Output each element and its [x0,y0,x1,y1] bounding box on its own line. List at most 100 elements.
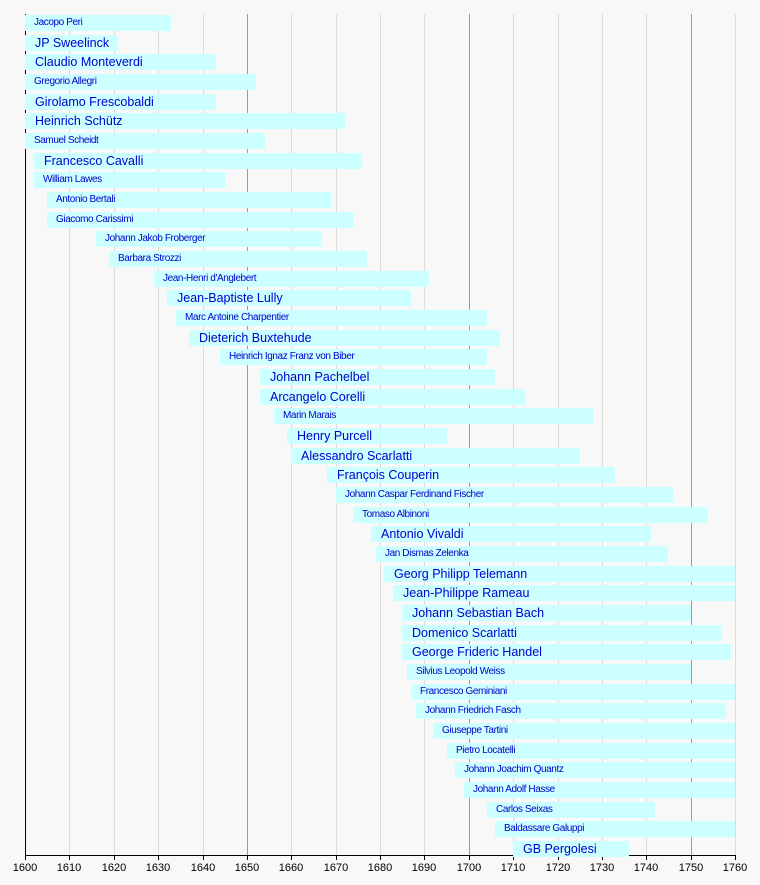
composer-bar: Johann Joachim Quantz [455,762,735,778]
composer-name: Giacomo Carissimi [56,214,134,225]
composer-bar: Johann Friedrich Fasch [416,703,726,719]
composer-name: Claudio Monteverdi [35,55,143,69]
composer-name: Jean-Henri d'Anglebert [163,273,257,284]
composer-bar: Giacomo Carissimi [47,212,353,228]
tick-mark [336,855,337,860]
composer-bar: Carlos Seixas [487,802,655,818]
gridline-1710 [513,14,514,856]
composer-bar: George Frideric Handel [402,644,731,660]
composer-bar: Jean-Henri d'Anglebert [154,271,429,287]
composer-name: Jan Dismas Zelenka [385,548,469,559]
composer-name: Pietro Locatelli [456,745,516,756]
tick-label: 1680 [367,862,393,874]
composer-name: Johann Caspar Ferdinand Fischer [345,489,484,500]
tick-label: 1740 [633,862,659,874]
tick-label: 1660 [278,862,304,874]
composer-bar: Gregorio Allegri [25,74,256,90]
composer-name: George Frideric Handel [412,645,542,659]
composer-name: Johann Jakob Froberger [105,233,206,244]
composer-bar: Antonio Bertali [47,192,331,208]
composer-name: Johann Friedrich Fasch [425,705,521,716]
composer-bar: Tomaso Albinoni [353,507,708,523]
tick-mark [558,855,559,860]
composer-name: Alessandro Scarlatti [301,449,413,463]
composer-bar: Heinrich Schütz [25,113,345,129]
composer-bar: Samuel Scheidt [25,133,265,149]
composer-name: Dieterich Buxtehude [199,331,312,345]
tick-label: 1620 [101,862,127,874]
composer-name: Arcangelo Corelli [270,390,366,404]
tick-mark [469,855,470,860]
composer-bar: Alessandro Scarlatti [291,448,580,464]
tick-label: 1640 [190,862,216,874]
composer-bar: Silvius Leopold Weiss [407,664,691,680]
composer-name: Gregorio Allegri [34,76,97,87]
composer-bar: Jean-Baptiste Lully [167,290,411,306]
composer-bar: Johann Caspar Ferdinand Fischer [336,487,673,503]
composer-name: GB Pergolesi [523,842,597,856]
composer-name: Johann Adolf Hasse [473,784,555,795]
tick-label: 1600 [12,862,38,874]
composer-bar: Domenico Scarlatti [402,625,722,641]
composer-bar: William Lawes [34,172,225,188]
composer-name: Girolamo Frescobaldi [35,95,154,109]
composer-bar: Francesco Cavalli [34,153,362,169]
composer-name: Johann Joachim Quantz [464,764,564,775]
gridline-1610 [69,14,70,856]
composer-name: Domenico Scarlatti [412,626,517,640]
tick-mark [691,855,692,860]
tick-mark [646,855,647,860]
composer-bar: Johann Sebastian Bach [402,605,691,621]
composer-name: Georg Philipp Telemann [394,567,528,581]
composer-name: Antonio Bertali [56,194,116,205]
tick-label: 1720 [545,862,571,874]
composer-bar: Pietro Locatelli [447,743,735,759]
composer-bar: Giuseppe Tartini [433,723,735,739]
tick-mark [203,855,204,860]
composer-bar: Francesco Geminiani [411,684,735,700]
tick-mark [513,855,514,860]
composer-name: Jean-Baptiste Lully [177,291,283,305]
composer-bar: Georg Philipp Telemann [384,566,735,582]
composer-bar: GB Pergolesi [513,841,629,857]
composer-name: Francesco Geminiani [420,686,507,697]
gridline-1750 [691,14,692,856]
gridline-1760 [735,14,736,856]
composer-name: Tomaso Albinoni [362,509,429,520]
composer-name: JP Sweelinck [35,36,110,50]
composer-name: Giuseppe Tartini [442,725,508,736]
composer-bar: Marin Marais [274,408,593,424]
tick-label: 1630 [145,862,171,874]
gridline-1720 [558,14,559,856]
gridline-1620 [114,14,115,856]
composer-name: Francesco Cavalli [44,154,144,168]
composer-bar: Jan Dismas Zelenka [376,546,668,562]
composer-name: Johann Pachelbel [270,370,370,384]
composer-name: Antonio Vivaldi [381,527,464,541]
tick-mark [158,855,159,860]
tick-label: 1670 [323,862,349,874]
tick-label: 1700 [456,862,482,874]
composer-bar: Johann Pachelbel [260,369,495,385]
gridline-1640 [203,14,204,856]
composer-bar: Heinrich Ignaz Franz von Biber [220,349,487,365]
tick-mark [114,855,115,860]
tick-label: 1730 [589,862,615,874]
tick-mark [424,855,425,860]
tick-label: 1650 [234,862,260,874]
tick-mark [602,855,603,860]
composer-bar: Claudio Monteverdi [25,54,216,70]
composer-bar: François Couperin [327,467,615,483]
composer-bar: Marc Antoine Charpentier [176,310,487,326]
tick-mark [735,855,736,860]
composer-name: Silvius Leopold Weiss [416,666,505,677]
composer-bar: Dieterich Buxtehude [189,330,500,346]
tick-label: 1690 [411,862,437,874]
gridline-1730 [602,14,603,856]
tick-mark [380,855,381,860]
tick-label: 1750 [678,862,704,874]
tick-label: 1760 [722,862,748,874]
gridline-1740 [646,14,647,856]
composer-name: William Lawes [43,174,102,185]
y-axis [25,14,26,856]
